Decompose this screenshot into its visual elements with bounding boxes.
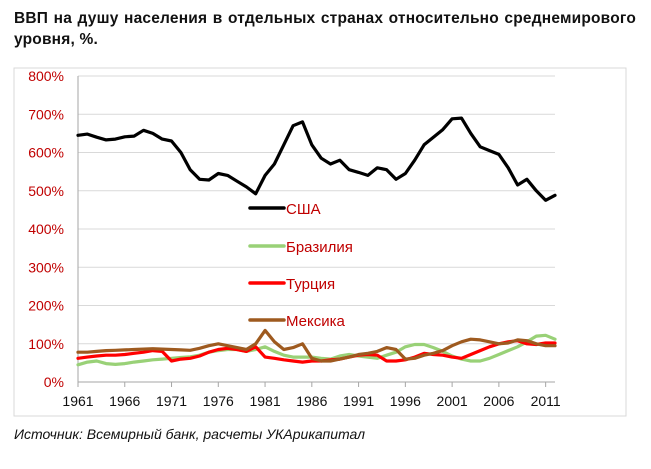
x-tick-label: 1996	[390, 393, 421, 409]
y-tick-label: 300%	[28, 259, 64, 275]
x-tick-label: 2011	[531, 393, 561, 409]
y-tick-labels: 0% 100% 200% 300% 400% 500% 600% 700% 800%	[28, 68, 64, 390]
y-tick-label: 800%	[28, 68, 64, 84]
y-tick-label: 0%	[44, 374, 64, 390]
plot-frame	[13, 67, 627, 417]
chart-title: ВВП на душу населения в отдельных страна…	[14, 10, 636, 48]
series-line	[76, 328, 557, 363]
legend-label: Бразилия	[286, 239, 353, 256]
x-tick-label: 1981	[249, 393, 280, 409]
y-tick-label: 600%	[28, 145, 64, 161]
x-tick-label: 1971	[156, 393, 187, 409]
series-line	[76, 333, 557, 367]
y-tick-label: 100%	[28, 336, 64, 352]
x-tick-label: 2006	[483, 393, 514, 409]
y-tick-label: 500%	[28, 183, 64, 199]
x-tick-label: 2001	[437, 393, 468, 409]
legend-label: Мексика	[286, 313, 346, 330]
legend-label: США	[286, 201, 321, 218]
x-tick-label: 1976	[203, 393, 234, 409]
x-tick-label: 1986	[296, 393, 327, 409]
series-line	[76, 116, 557, 202]
x-tick-label: 1966	[109, 393, 140, 409]
x-tick-labels: 1961 1966 1971 1976 1981 1986 1991 1996 2001 2006…	[62, 382, 561, 409]
legend-label: Турция	[286, 276, 335, 293]
y-tick-label: 200%	[28, 298, 64, 314]
x-tick-label: 1961	[62, 393, 93, 409]
y-tick-label: 400%	[28, 221, 64, 237]
source-note: Источник: Всемирный банк, расчеты УКАрик…	[14, 426, 366, 442]
y-tick-label: 700%	[28, 106, 64, 122]
legend: США Бразилия Турция Мексика	[248, 201, 353, 330]
axes	[77, 76, 555, 383]
x-tick-label: 1991	[343, 393, 374, 409]
series-lines	[76, 116, 557, 367]
